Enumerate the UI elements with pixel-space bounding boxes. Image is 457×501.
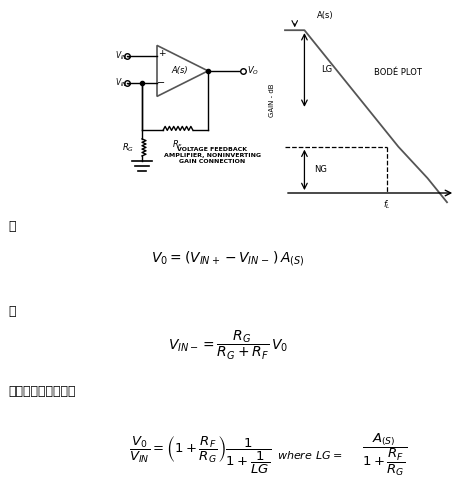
Text: 替换并简化以获得：: 替换并简化以获得： [8, 385, 75, 398]
Text: 跟: 跟 [8, 220, 16, 233]
Text: $V_{IN-} = \dfrac{R_G}{R_G + R_F}\,V_0$: $V_{IN-} = \dfrac{R_G}{R_G + R_F}\,V_0$ [168, 329, 288, 362]
Text: $\mathit{where}\ LG =$: $\mathit{where}\ LG =$ [277, 449, 343, 461]
Text: $R_G$: $R_G$ [122, 141, 134, 154]
Text: $V_{IN-}$: $V_{IN-}$ [115, 77, 133, 89]
Text: LG: LG [321, 65, 332, 74]
Text: $\dfrac{V_0}{V_{IN}} = \left(1+\dfrac{R_F}{R_G}\right)\dfrac{1}{1+\dfrac{1}{LG}}: $\dfrac{V_0}{V_{IN}} = \left(1+\dfrac{R_… [129, 434, 271, 475]
Text: VOLTAGE FEEDBACK
AMPLIFIER, NONINVERTING
GAIN CONNECTION: VOLTAGE FEEDBACK AMPLIFIER, NONINVERTING… [164, 147, 261, 164]
Text: GAIN - dB: GAIN - dB [269, 84, 275, 117]
Text: +: + [158, 50, 165, 59]
Text: A(s): A(s) [317, 11, 334, 20]
Text: BODÉ PLOT: BODÉ PLOT [374, 68, 422, 77]
Text: 和: 和 [8, 305, 16, 318]
Text: $R_F$: $R_F$ [172, 138, 184, 151]
Text: NG: NG [314, 165, 327, 174]
Text: A(s): A(s) [171, 67, 188, 75]
Text: $V_O$: $V_O$ [247, 65, 259, 77]
Text: $\dfrac{A_{(S)}}{1+\dfrac{R_F}{R_G}}$: $\dfrac{A_{(S)}}{1+\dfrac{R_F}{R_G}}$ [362, 432, 408, 478]
Text: $f_L$: $f_L$ [383, 198, 391, 211]
Text: $V_0 = (V_{IN+} - V_{IN-}\,)\,A_{(S)}$: $V_0 = (V_{IN+} - V_{IN-}\,)\,A_{(S)}$ [151, 248, 305, 268]
Text: −: − [158, 78, 165, 88]
Text: $V_{IN+}$: $V_{IN+}$ [115, 50, 133, 62]
